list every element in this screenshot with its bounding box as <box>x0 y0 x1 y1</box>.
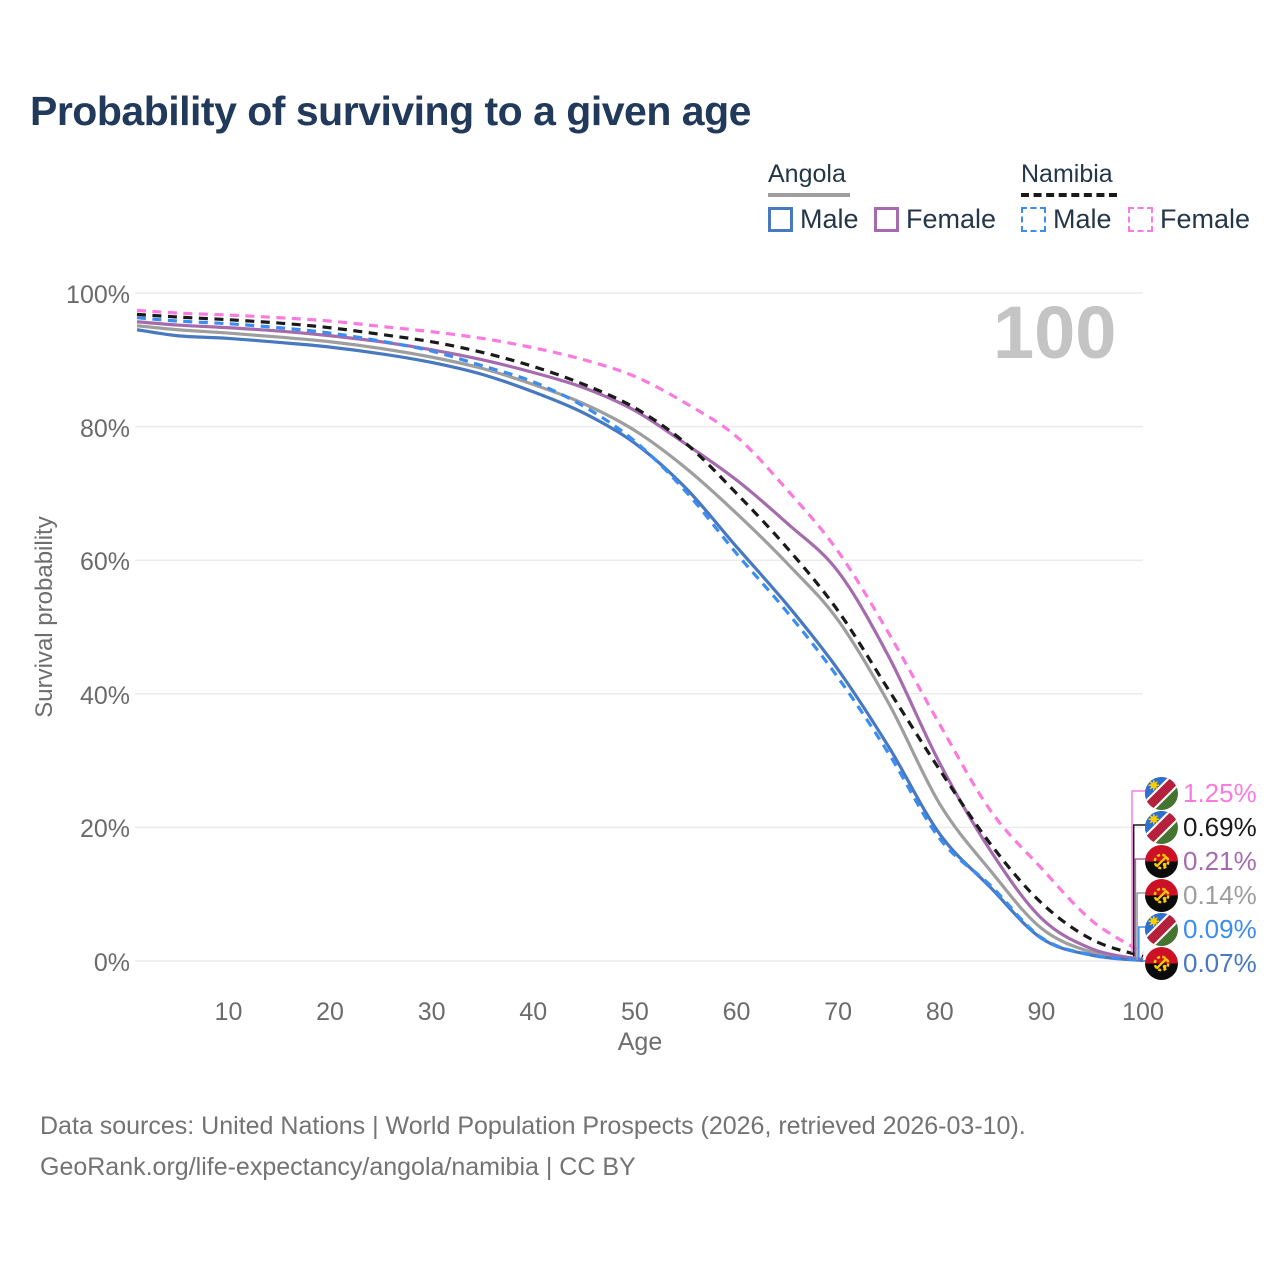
angola-line-sample <box>768 193 850 197</box>
end-label-namibia-0.69%: 0.69% <box>1145 810 1257 844</box>
x-tick-label: 30 <box>417 998 446 1026</box>
legend-country-angola[interactable]: Angola <box>768 160 846 188</box>
y-tick-label: 80% <box>79 414 130 443</box>
end-label-connector <box>1136 892 1149 961</box>
angola-female-swatch-icon <box>874 207 899 232</box>
y-tick-label: 40% <box>79 681 130 710</box>
x-tick-label: 20 <box>316 998 344 1026</box>
legend-group-angola: Angola <box>768 160 850 197</box>
end-label-angola-0.21%: 0.21% <box>1145 844 1257 878</box>
namibia-flag-icon <box>1145 776 1178 810</box>
y-tick-label: 0% <box>93 949 130 977</box>
end-label-angola-0.14%: 0.14% <box>1145 878 1257 912</box>
x-axis-title: Age <box>617 1028 663 1056</box>
end-value: 0.21% <box>1183 845 1257 876</box>
curve-namibia-male[interactable] <box>136 316 1144 962</box>
x-tick-label: 60 <box>722 998 751 1026</box>
end-label-namibia-1.25%: 1.25% <box>1145 776 1257 810</box>
footer-link-line: GeoRank.org/life-expectancy/angola/namib… <box>40 1153 636 1181</box>
x-tick-label: 80 <box>925 998 954 1026</box>
x-tick-label: 40 <box>519 998 548 1026</box>
legend-label: Male <box>1053 204 1112 234</box>
end-label-connector <box>1132 824 1149 957</box>
legend-country-namibia[interactable]: Namibia <box>1021 160 1113 188</box>
legend-label: Male <box>800 204 859 234</box>
y-tick-label: 100% <box>66 281 130 309</box>
data-sources-note: Data sources: United Nations | World Pop… <box>40 1106 1026 1188</box>
end-label-namibia-0.09%: 0.09% <box>1145 912 1257 946</box>
angola-flag-icon <box>1145 946 1178 980</box>
end-value: 0.69% <box>1183 811 1257 842</box>
footer-sources-line: Data sources: United Nations | World Pop… <box>40 1112 1026 1140</box>
legend-item-namibia-male[interactable]: Male <box>1021 204 1112 235</box>
curve-angola-male[interactable] <box>136 328 1144 963</box>
namibia-line-sample <box>1021 193 1117 197</box>
x-tick-label: 70 <box>824 998 853 1026</box>
legend-item-angola-female[interactable]: Female <box>874 204 996 235</box>
page-title: Probability of surviving to a given age <box>30 88 751 134</box>
x-tick-label: 50 <box>621 998 649 1026</box>
end-value: 0.07% <box>1183 947 1257 978</box>
curve-namibia-female[interactable] <box>136 308 1144 955</box>
survival-curves-chart <box>135 292 1149 963</box>
legend-item-namibia-female[interactable]: Female <box>1128 204 1250 235</box>
x-tick-label: 10 <box>214 998 243 1026</box>
end-label-connector <box>1131 790 1149 953</box>
namibia-flag-icon <box>1145 912 1178 946</box>
y-tick-label: 20% <box>79 815 130 844</box>
legend-group-namibia: Namibia <box>1021 160 1117 197</box>
angola-flag-icon <box>1145 878 1178 912</box>
end-value: 0.14% <box>1183 879 1257 910</box>
x-tick-label: 100 <box>1122 998 1164 1026</box>
end-value: 1.25% <box>1183 777 1257 808</box>
y-axis-title: Survival probability <box>31 516 58 718</box>
namibia-male-swatch-icon <box>1021 207 1046 232</box>
curve-angola-both[interactable] <box>136 324 1144 962</box>
curve-angola-female[interactable] <box>136 320 1144 962</box>
end-label-connector <box>1134 858 1149 960</box>
age-watermark: 100 <box>993 291 1117 374</box>
end-value: 0.09% <box>1183 913 1257 944</box>
legend-label: Female <box>906 204 997 234</box>
curve-namibia-both[interactable] <box>136 312 1144 958</box>
x-tick-label: 90 <box>1027 998 1056 1026</box>
namibia-female-swatch-icon <box>1128 207 1153 232</box>
namibia-flag-icon <box>1145 810 1178 844</box>
legend-item-angola-male[interactable]: Male <box>768 204 859 235</box>
angola-male-swatch-icon <box>768 207 793 232</box>
legend-label: Female <box>1160 204 1251 234</box>
plot-area <box>135 292 1165 973</box>
angola-flag-icon <box>1145 844 1178 878</box>
end-label-angola-0.07%: 0.07% <box>1145 946 1257 980</box>
y-tick-label: 60% <box>79 548 130 577</box>
